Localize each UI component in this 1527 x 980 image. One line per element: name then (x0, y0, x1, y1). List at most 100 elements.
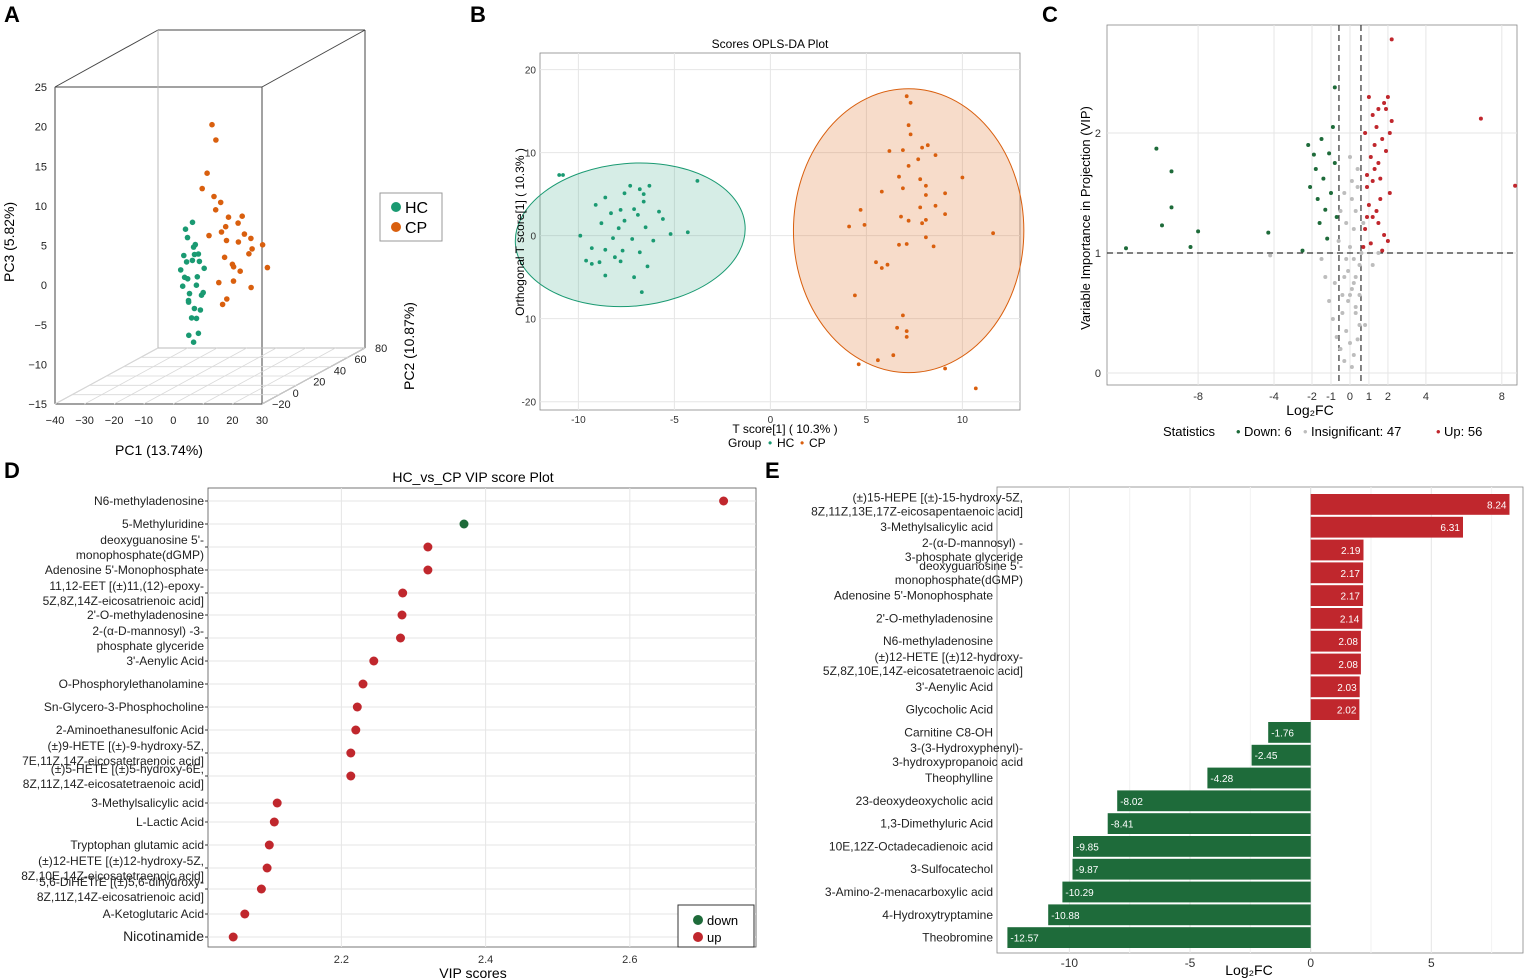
oplsda-point-hc (641, 199, 646, 204)
volcano-legend-insig-dot: • (1303, 424, 1308, 439)
oplsda-y-tick-label: 0 (530, 232, 536, 243)
oplsda-point-hc (643, 225, 648, 230)
vip-metabolite-label: 2'-O-methyladenosine (87, 608, 204, 622)
volcano-point-down (1334, 215, 1339, 219)
bar-category-label: 3-Methylsalicylic acid (880, 520, 993, 534)
oplsda-point-hc (578, 233, 583, 238)
oplsda-point-cp (943, 366, 947, 371)
volcano-point-down (1196, 229, 1201, 234)
volcano-points (1124, 37, 1518, 369)
volcano-point-up (1387, 191, 1392, 195)
pca-point-hc (185, 297, 192, 304)
pca-point-cp (223, 237, 230, 244)
oplsda-point-cp (973, 386, 978, 391)
vip-point-up (351, 725, 361, 735)
volcano-point-down (1188, 245, 1193, 249)
pca-point-hc (200, 289, 206, 296)
volcano-point-up (1370, 215, 1375, 219)
oplsda-x-tick-label: -10 (571, 415, 586, 426)
oplsda-point-cp (991, 231, 995, 236)
oplsda-point-hc (618, 259, 623, 264)
volcano-point-insignificant (1338, 347, 1343, 351)
vip-legend: down up (677, 904, 755, 948)
volcano-x-tick-label: 1 (1366, 391, 1372, 403)
volcano-point-insignificant (1361, 221, 1366, 225)
oplsda-point-hc (636, 213, 640, 217)
pca-z-tick-label: 5 (41, 241, 47, 253)
vip-metabolite-label: phosphate glyceride (97, 639, 205, 653)
bar-value-label: 2.03 (1337, 683, 1357, 694)
vip-metabolite-label: Sn-Glycero-3-Phosphocholine (44, 700, 204, 714)
bar-value-label: -1.76 (1271, 728, 1294, 739)
oplsda-point-hc (651, 238, 656, 243)
oplsda-point-cp (920, 145, 924, 150)
vip-point-down (459, 519, 469, 529)
oplsda-y-tick-label: 10 (525, 315, 537, 326)
pca-y-tick-label: 40 (334, 365, 346, 377)
volcano-legend-insig-label: Insignificant: 47 (1311, 424, 1401, 439)
vip-point-up (369, 656, 379, 666)
oplsda-point-cp (906, 164, 911, 168)
pca-x-axis-label: PC1 (13.74%) (115, 442, 203, 458)
volcano-point-up (1478, 116, 1483, 121)
vip-point-up (269, 817, 279, 827)
vip-metabolite-label: Nicotinamide (123, 928, 204, 944)
volcano-point-up (1366, 203, 1371, 207)
pca-point-hc (189, 219, 196, 226)
oplsda-point-cp (906, 218, 911, 223)
pca-point-cp (199, 185, 205, 192)
oplsda-point-cp (879, 266, 884, 270)
volcano-point-insignificant (1349, 365, 1354, 369)
volcano-point-insignificant (1348, 293, 1352, 297)
vip-point-up (262, 863, 272, 873)
vip-gridlines (208, 488, 756, 947)
oplsda-legend: Group • HC • CP (728, 436, 826, 450)
pca-points (177, 121, 271, 346)
pca-point-cp (219, 301, 226, 308)
pca-point-hc (177, 267, 184, 273)
vip-point-up (396, 633, 405, 643)
volcano-point-up (1376, 221, 1381, 225)
oplsda-point-cp (960, 175, 965, 180)
vip-point-up (240, 909, 250, 919)
pca-x-tick-label: 10 (197, 415, 209, 427)
bar-category-label: Adenosine 5'-Monophosphate (834, 589, 993, 603)
bar-category-label: 4-Hydroxytryptamine (882, 908, 993, 922)
oplsda-point-hc (611, 236, 615, 241)
vip-metabolite-labels: N6-methyladenosine 5-Methyluridine deoxygu… (21, 494, 208, 944)
bar-x-tick-label: 0 (1307, 956, 1314, 970)
bar-up (1310, 562, 1364, 584)
volcano-point-insignificant (1349, 179, 1354, 183)
volcano-point-insignificant (1344, 329, 1349, 333)
vip-metabolite-label: L-Lactic Acid (136, 815, 204, 829)
volcano-point-insignificant (1340, 311, 1345, 315)
oplsda-point-hc (632, 207, 636, 212)
pca-point-cp (235, 220, 241, 226)
vip-legend-frame (677, 904, 755, 948)
volcano-point-down (1329, 191, 1333, 195)
oplsda-point-cp (887, 149, 892, 153)
volcano-point-insignificant (1346, 269, 1351, 273)
bar-down (1107, 813, 1311, 834)
pca-point-cp (216, 279, 222, 286)
vip-metabolite-label: 8Z,11Z,14Z-eicosatrienoic acid] (37, 890, 204, 904)
oplsda-point-hc (609, 211, 613, 216)
bar-category-label: 23-deoxydeoxycholic acid (856, 794, 993, 808)
bar-category-label: 5Z,8Z,10E,14Z-eicosatetraenoic acid] (823, 664, 1023, 678)
volcano-point-insignificant (1376, 251, 1381, 255)
oplsda-point-hc (618, 208, 623, 212)
oplsda-point-cp (916, 157, 921, 162)
oplsda-point-cp (901, 148, 905, 153)
volcano-point-up (1365, 185, 1369, 189)
bar-category-label: 2-(α-D-mannosyl) - (922, 536, 1023, 550)
vip-ticks: 2.2 2.4 2.6 (334, 954, 638, 966)
volcano-point-insignificant (1357, 263, 1362, 267)
volcano-point-down (1319, 137, 1324, 141)
pca-x-tick-label: 20 (226, 415, 238, 427)
volcano-y-tick-label: 2 (1095, 128, 1101, 140)
oplsda-point-hc (599, 221, 604, 226)
volcano-point-up (1385, 239, 1390, 243)
pca-point-cp (213, 137, 219, 143)
volcano-point-up (1376, 107, 1381, 111)
pca-point-hc (193, 282, 200, 289)
